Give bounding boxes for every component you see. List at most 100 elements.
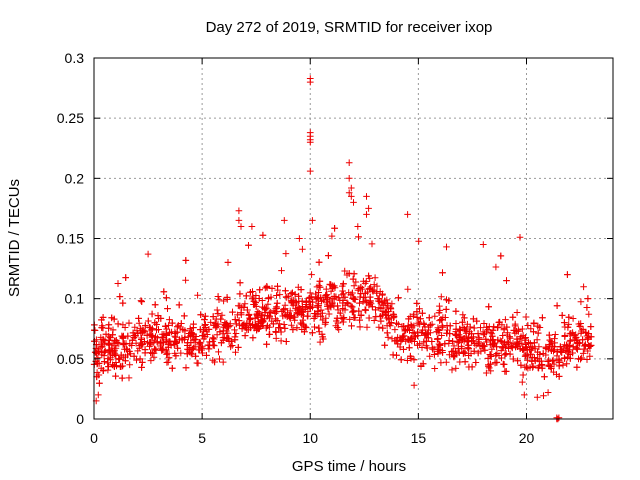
data-point [210, 321, 218, 329]
data-point [421, 332, 429, 339]
data-point [173, 328, 181, 336]
data-point [266, 331, 273, 338]
data-point [337, 309, 344, 317]
data-point [174, 344, 181, 352]
data-point [442, 306, 450, 313]
data-point [375, 295, 383, 303]
data-point [413, 300, 421, 307]
data-point [98, 316, 105, 324]
data-point [578, 354, 585, 362]
data-point [540, 392, 547, 399]
data-point [569, 315, 577, 322]
data-point [288, 312, 295, 319]
data-point [502, 316, 509, 323]
data-point [318, 330, 326, 338]
data-point [259, 322, 267, 329]
data-point [516, 335, 524, 342]
data-point [396, 343, 404, 351]
data-point [126, 348, 133, 355]
data-point [224, 259, 232, 266]
data-point [116, 293, 124, 300]
data-point [254, 308, 262, 316]
data-point [437, 316, 445, 323]
data-point [431, 312, 439, 320]
data-point [576, 323, 584, 330]
data-point [583, 356, 591, 363]
data-point [345, 270, 353, 277]
data-point [413, 308, 421, 315]
data-point [452, 365, 460, 372]
data-point [235, 207, 243, 215]
data-point [539, 350, 547, 357]
data-point [125, 374, 133, 382]
data-point [134, 347, 141, 355]
data-point [585, 310, 593, 318]
data-point [241, 300, 249, 307]
data-point [388, 300, 396, 308]
data-point [377, 313, 384, 320]
data-point [282, 250, 290, 257]
data-point [494, 324, 501, 331]
data-point [302, 304, 309, 312]
y-tick-label: 0.15 [57, 231, 84, 247]
data-point [306, 78, 314, 86]
data-point [164, 305, 171, 312]
data-point [584, 295, 592, 302]
data-point [385, 315, 393, 322]
data-point [277, 337, 285, 345]
data-point [413, 314, 421, 321]
data-point [344, 300, 352, 308]
data-point [315, 259, 323, 266]
data-point [459, 319, 466, 326]
data-point [218, 311, 226, 319]
data-point [151, 345, 159, 353]
data-point [445, 337, 453, 344]
data-point [494, 336, 502, 344]
data-point [335, 294, 342, 301]
data-point [209, 313, 217, 320]
data-point [315, 302, 322, 309]
x-tick-label: 20 [519, 430, 535, 446]
data-point [425, 334, 432, 341]
data-point [558, 349, 565, 356]
data-point [299, 316, 307, 324]
data-point [573, 364, 581, 371]
data-point [111, 337, 118, 345]
data-point [133, 356, 140, 364]
data-point [223, 327, 230, 335]
data-point [577, 355, 584, 363]
data-point [187, 349, 195, 357]
data-point [209, 334, 217, 342]
data-point [479, 241, 487, 248]
data-point [110, 362, 118, 369]
data-point [427, 321, 434, 329]
data-point [461, 358, 469, 365]
data-point [178, 320, 185, 327]
data-point [323, 285, 330, 293]
data-point [141, 346, 149, 353]
data-point [190, 320, 197, 328]
data-point [519, 325, 526, 333]
data-point [398, 323, 406, 330]
data-point [325, 310, 333, 318]
data-point [431, 351, 438, 358]
data-point [139, 359, 146, 366]
data-point [150, 354, 158, 361]
data-point [499, 343, 507, 351]
data-point [563, 360, 570, 368]
y-tick-label: 0.05 [57, 351, 84, 367]
data-point [196, 339, 203, 346]
data-point [580, 283, 587, 291]
data-point [236, 290, 244, 298]
data-point [365, 205, 372, 212]
data-point [339, 287, 346, 295]
data-point [209, 341, 217, 349]
data-point [490, 323, 497, 331]
data-point [582, 329, 589, 336]
data-point [527, 350, 534, 358]
data-point [561, 333, 569, 340]
data-point [357, 311, 365, 319]
data-point [176, 336, 183, 343]
data-point [263, 341, 270, 348]
data-point [297, 286, 305, 293]
